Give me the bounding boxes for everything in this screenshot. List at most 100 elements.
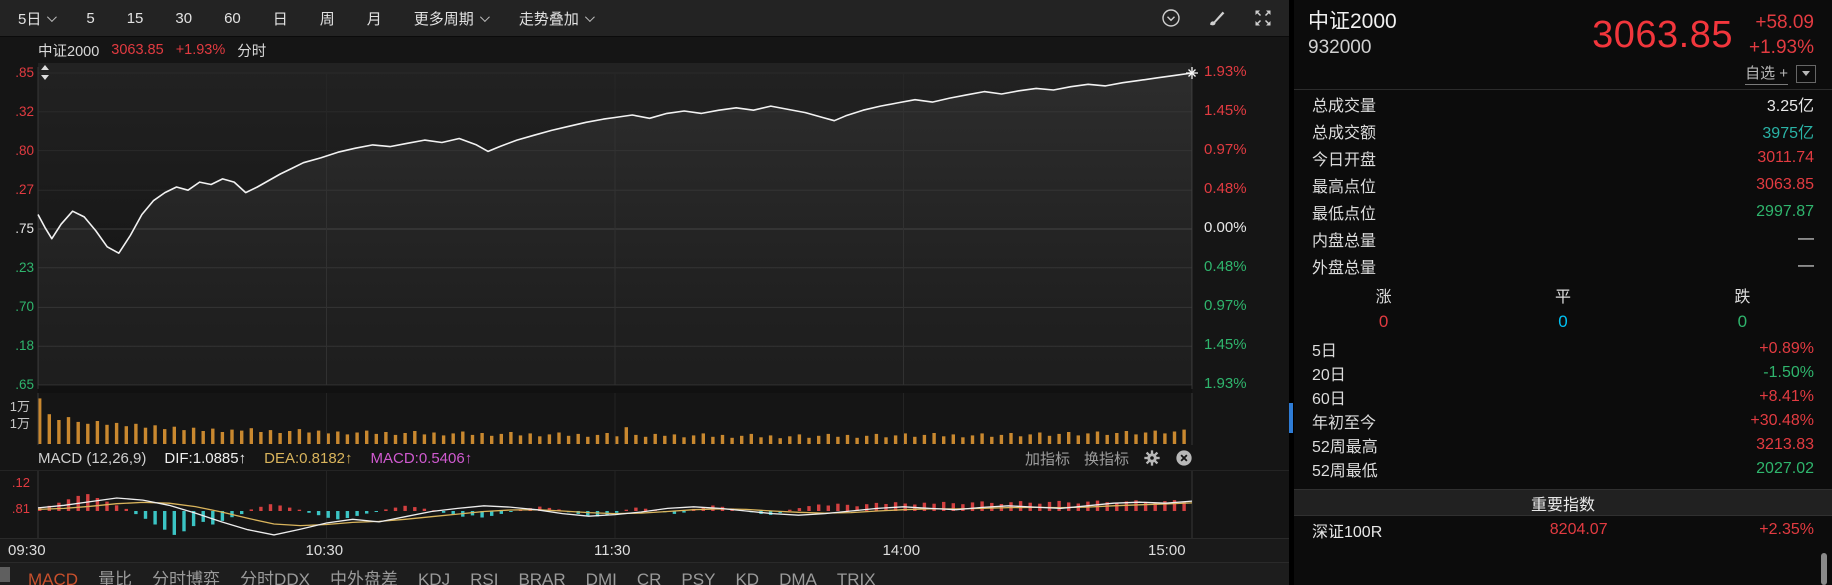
price-axis-label: .32 xyxy=(15,103,34,119)
period-label: 52周最高 xyxy=(1312,439,1378,457)
chart-mode-label: 分时 xyxy=(237,43,267,60)
period-label: 5 xyxy=(86,9,95,27)
price-axis-label: .75 xyxy=(15,221,34,236)
stat-row: 最高点位 3063.85 xyxy=(1294,171,1832,198)
tab-list: MACD 量比 分时博弈 分时DDX 中外盘差 KDJ RSI BRAR DMI CR PSY KD D… xyxy=(28,569,876,585)
brush-icon[interactable] xyxy=(1207,8,1227,28)
add-indicator-button[interactable]: 加指标 xyxy=(1024,450,1070,468)
index-row[interactable]: 深证100R 8204.07 +2.35% xyxy=(1294,516,1832,544)
period-button-5日[interactable]: 5日 xyxy=(18,8,58,29)
period-button-30[interactable]: 30 xyxy=(175,10,192,27)
tab-CR[interactable]: CR xyxy=(636,570,662,585)
period-value: +0.89% xyxy=(1759,340,1814,358)
period-button-日[interactable]: 日 xyxy=(273,8,288,29)
percent-axis-label: 0.48% xyxy=(1204,257,1247,275)
period-button-月[interactable]: 月 xyxy=(367,8,382,29)
macd-axis-label: .81 xyxy=(11,501,30,516)
period-label: 走势叠加 xyxy=(518,10,579,28)
period-return-row: 年初至今 +30.48% xyxy=(1294,409,1832,433)
stat-row: 内盘总量 — xyxy=(1294,225,1832,252)
period-button-更多周期[interactable]: 更多周期 xyxy=(414,8,490,29)
index-name: 中证2000 xyxy=(38,43,100,60)
stat-label: 今日开盘 xyxy=(1312,151,1377,169)
panel-divider-scroll-indicator[interactable] xyxy=(1289,403,1293,433)
volume-pane: 1万 1万 xyxy=(0,393,1289,446)
history-circle-icon[interactable] xyxy=(1161,8,1181,28)
percent-axis-label: 1.45% xyxy=(1204,101,1247,119)
switch-indicator-button[interactable]: 换指标 xyxy=(1083,450,1129,468)
watchlist-add-button[interactable]: 自选 + xyxy=(1745,62,1788,86)
index-pct: +2.35% xyxy=(1759,521,1814,539)
chart-panel: 5日 5 15 30 60 日 周 月 更多周期 走势叠加 中证2000 3063.85 xyxy=(0,0,1289,585)
important-indices-header: 重要指数 xyxy=(1294,489,1832,517)
period-button-60[interactable]: 60 xyxy=(224,10,241,27)
index-change-pct: +1.93% xyxy=(175,42,226,58)
volume-axis-label: 1万 xyxy=(9,399,30,414)
volume-axis-label: 1万 xyxy=(9,416,30,431)
percent-axis-label: 1.93% xyxy=(1204,375,1247,392)
fullscreen-icon[interactable] xyxy=(1253,8,1273,28)
close-indicator-icon[interactable] xyxy=(1175,449,1193,467)
time-tick: 15:00 xyxy=(1148,542,1186,559)
period-button-5[interactable]: 5 xyxy=(86,10,94,27)
tab-TRIX[interactable]: TRIX xyxy=(836,570,876,585)
section-title: 重要指数 xyxy=(1530,496,1595,514)
time-tick: 11:30 xyxy=(594,542,631,559)
tab-KD[interactable]: KD xyxy=(735,570,760,585)
chart-title-bar: 中证2000 3063.85 +1.93% 分时 xyxy=(0,37,1289,63)
period-label: 日 xyxy=(272,10,288,28)
stat-label: 最低点位 xyxy=(1312,205,1377,223)
period-return-row: 5日 +0.89% xyxy=(1294,337,1832,361)
time-tick: 09:30 xyxy=(8,542,46,559)
updown-value: 0 xyxy=(1558,312,1568,332)
macd-header-bar: MACD (12,26,9) DIF:1.0885↑ DEA:0.8182↑ M… xyxy=(0,446,1289,470)
tab-PSY[interactable]: PSY xyxy=(681,570,716,585)
period-button-15[interactable]: 15 xyxy=(127,10,144,27)
stat-row: 外盘总量 — xyxy=(1294,252,1832,279)
period-value: 3213.83 xyxy=(1756,436,1814,454)
tab-分时DDX[interactable]: 分时DDX xyxy=(240,570,310,585)
period-button-走势叠加[interactable]: 走势叠加 xyxy=(518,8,595,29)
percent-axis-label: 0.97% xyxy=(1204,140,1247,158)
period-button-周[interactable]: 周 xyxy=(320,8,335,29)
stat-label: 总成交量 xyxy=(1312,97,1377,115)
tab-分时博弈[interactable]: 分时博弈 xyxy=(152,570,221,585)
period-return-row: 52周最高 3213.83 xyxy=(1294,433,1832,457)
period-label: 5日 xyxy=(18,10,42,28)
macd-pane: .12 .81 xyxy=(0,470,1289,539)
macd-axis-label: .12 xyxy=(11,475,30,490)
quote-change: +58.09 xyxy=(1755,12,1814,33)
stat-value: 3.25亿 xyxy=(1766,97,1814,115)
tab-量比[interactable]: 量比 xyxy=(98,570,133,585)
period-label: 15 xyxy=(126,9,144,27)
tab-MACD[interactable]: MACD xyxy=(28,570,79,585)
quote-change-block: +58.09 +1.93% xyxy=(1749,10,1814,60)
stat-value: 3975亿 xyxy=(1762,124,1814,142)
quote-header: 中证2000 932000 3063.85 +58.09 +1.93% xyxy=(1294,0,1832,60)
scrollbar-thumb[interactable] xyxy=(1821,553,1827,585)
percent-axis-label: 1.45% xyxy=(1204,336,1247,354)
tab-DMI[interactable]: DMI xyxy=(585,570,617,585)
chevron-down-icon xyxy=(479,11,490,22)
watchlist-dropdown-button[interactable] xyxy=(1796,64,1816,83)
period-value: +30.48% xyxy=(1750,412,1814,430)
period-value: +8.41% xyxy=(1759,388,1814,406)
tab-RSI[interactable]: RSI xyxy=(470,570,499,585)
stat-value: 3063.85 xyxy=(1756,175,1814,193)
divider xyxy=(1294,89,1832,91)
tab-BRAR[interactable]: BRAR xyxy=(518,570,566,585)
tab-中外盘差[interactable]: 中外盘差 xyxy=(329,570,398,585)
gear-icon[interactable] xyxy=(1143,449,1161,467)
percent-axis-label: 1.93% xyxy=(1204,63,1247,80)
period-label: 周 xyxy=(319,10,335,28)
tab-KDJ[interactable]: KDJ xyxy=(417,570,451,585)
tab-DMA[interactable]: DMA xyxy=(779,570,817,585)
period-value: -1.50% xyxy=(1763,364,1814,382)
percent-axis-label: 0.48% xyxy=(1204,180,1247,198)
tab-scrollbar[interactable] xyxy=(0,567,10,582)
price-axis-label: .70 xyxy=(15,299,34,315)
